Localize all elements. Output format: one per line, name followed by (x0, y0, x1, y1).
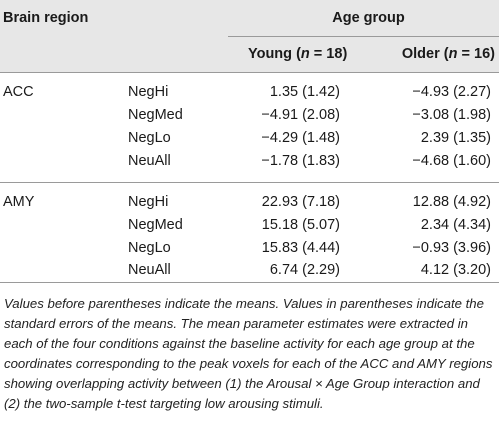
region-cell: ACC (3, 83, 34, 100)
older-cell: 4.12 (3.20) (420, 262, 491, 279)
condition-cell: NegMed (128, 216, 183, 233)
header-brain-region: Brain region (3, 10, 89, 26)
older-cell: −4.93 (2.27) (412, 83, 491, 100)
table-row: NegMed 15.18 (5.07) 2.34 (4.34) (0, 213, 499, 236)
table-row: ACC NegHi 1.35 (1.42) −4.93 (2.27) (0, 80, 499, 103)
young-cell: −4.91 (2.08) (261, 106, 340, 123)
young-cell: 22.93 (7.18) (261, 193, 340, 210)
older-cell: 2.39 (1.35) (420, 129, 491, 146)
condition-cell: NegHi (128, 83, 169, 100)
older-cell: −4.68 (1.60) (412, 152, 491, 169)
condition-cell: NeuAll (128, 152, 171, 169)
bottom-rule (0, 281, 499, 288)
results-table: Brain region Age group Young (n = 18) Ol… (0, 0, 499, 288)
header-row-2: Young (n = 18) Older (n = 16) (0, 35, 499, 72)
young-cell: −4.29 (1.48) (261, 129, 340, 146)
table-row: AMY NegHi 22.93 (7.18) 12.88 (4.92) (0, 190, 499, 213)
region-cell (0, 103, 128, 126)
young-cell: 15.83 (4.44) (261, 239, 340, 256)
region-cell (0, 126, 128, 149)
table-row: NeuAll −1.78 (1.83) −4.68 (1.60) (0, 149, 499, 172)
older-cell: 2.34 (4.34) (420, 216, 491, 233)
young-label: Young (248, 46, 293, 62)
condition-cell: NegLo (128, 129, 171, 146)
header-rule (0, 71, 499, 80)
region-cell (0, 149, 128, 172)
young-cell: 6.74 (2.29) (269, 262, 340, 279)
condition-cell: NegLo (128, 239, 171, 256)
section-rule (0, 181, 499, 190)
table-footnote: Values before parentheses indicate the m… (4, 296, 493, 411)
table-row: NegLo 15.83 (4.44) −0.93 (3.96) (0, 236, 499, 259)
table-row: NegMed −4.91 (2.08) −3.08 (1.98) (0, 103, 499, 126)
header-older: Older (n = 16) (350, 35, 499, 72)
table-row: NegLo −4.29 (1.48) 2.39 (1.35) (0, 126, 499, 149)
older-label: Older (401, 46, 440, 62)
header-young: Young (n = 18) (228, 35, 350, 72)
region-cell: AMY (3, 193, 35, 210)
region-cell (0, 259, 128, 282)
condition-cell: NegHi (128, 193, 169, 210)
header-age-group: Age group (332, 9, 405, 26)
young-cell: −1.78 (1.83) (261, 152, 340, 169)
condition-cell: NegMed (128, 106, 183, 123)
older-cell: −0.93 (3.96) (412, 239, 491, 256)
header-row-1: Brain region Age group (0, 0, 499, 36)
young-cell: 15.18 (5.07) (261, 216, 340, 233)
region-cell (0, 213, 128, 236)
older-cell: −3.08 (1.98) (412, 106, 491, 123)
older-cell: 12.88 (4.92) (412, 193, 491, 210)
condition-cell: NeuAll (128, 262, 171, 279)
older-n: (n = 16) (443, 46, 495, 62)
young-n: (n = 18) (296, 46, 348, 62)
table-row: NeuAll 6.74 (2.29) 4.12 (3.20) (0, 259, 499, 282)
young-cell: 1.35 (1.42) (269, 83, 340, 100)
region-cell (0, 236, 128, 259)
